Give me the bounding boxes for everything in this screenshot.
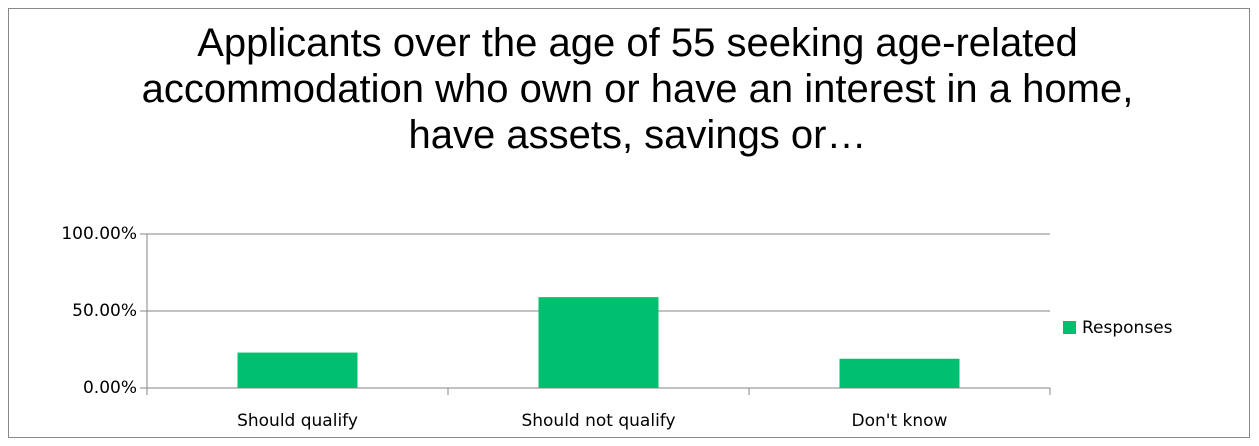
- bar: [538, 297, 659, 388]
- x-tick-label: Should qualify: [237, 411, 358, 431]
- y-tick-label: 100.00%: [61, 224, 137, 244]
- legend-label: Responses: [1082, 318, 1173, 338]
- chart-title: Applicants over the age of 55 seeking ag…: [141, 21, 1134, 157]
- x-tick-label: Don't know: [852, 411, 948, 431]
- x-tick-label: Should not qualify: [521, 411, 675, 431]
- bar: [237, 352, 358, 388]
- y-tick-label: 50.00%: [72, 301, 137, 321]
- y-tick-label: 0.00%: [83, 378, 137, 398]
- legend-swatch: [1063, 321, 1076, 334]
- bar: [839, 358, 960, 388]
